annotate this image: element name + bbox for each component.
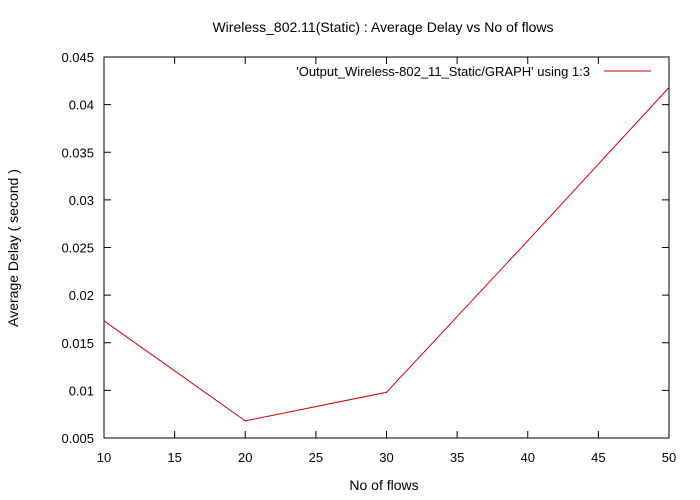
- y-tick-label: 0.015: [61, 336, 94, 351]
- series-layer: [103, 86, 670, 422]
- x-tick-label: 25: [309, 450, 323, 465]
- y-tick-label: 0.03: [69, 193, 94, 208]
- data-point: [668, 86, 670, 89]
- y-axis-label: Average Delay ( second ): [5, 169, 21, 327]
- x-tick-label: 20: [238, 450, 252, 465]
- data-point: [244, 420, 246, 422]
- y-tick-label: 0.045: [61, 50, 94, 65]
- x-tick-label: 10: [97, 450, 111, 465]
- x-tick-label: 15: [167, 450, 181, 465]
- x-axis-label: No of flows: [349, 477, 418, 493]
- data-point: [385, 391, 388, 393]
- y-axis: 0.005 0.01 0.015 0.02 0.025 0.03 0.035 0.04 0.04…: [61, 50, 669, 446]
- chart-title: Wireless_802.11(Static) : Average Delay …: [212, 19, 553, 35]
- y-tick-label: 0.04: [69, 98, 94, 113]
- y-tick-label: 0.01: [69, 383, 94, 398]
- x-tick-label: 50: [662, 450, 676, 465]
- x-tick-label: 35: [450, 450, 464, 465]
- legend-label: 'Output_Wireless-802_11_Static/GRAPH' us…: [296, 64, 590, 79]
- data-point: [103, 320, 105, 322]
- x-tick-label: 45: [591, 450, 605, 465]
- legend: 'Output_Wireless-802_11_Static/GRAPH' us…: [296, 64, 651, 79]
- x-axis: 10 15 20 25 30 35 40 45 50: [97, 57, 676, 465]
- y-tick-label: 0.035: [61, 145, 94, 160]
- y-tick-label: 0.005: [61, 431, 94, 446]
- data-point: [527, 240, 529, 242]
- x-tick-label: 30: [379, 450, 393, 465]
- y-tick-label: 0.02: [69, 288, 94, 303]
- series-line-0: [103, 87, 670, 422]
- y-tick-label: 0.025: [61, 241, 94, 256]
- x-tick-label: 40: [521, 450, 535, 465]
